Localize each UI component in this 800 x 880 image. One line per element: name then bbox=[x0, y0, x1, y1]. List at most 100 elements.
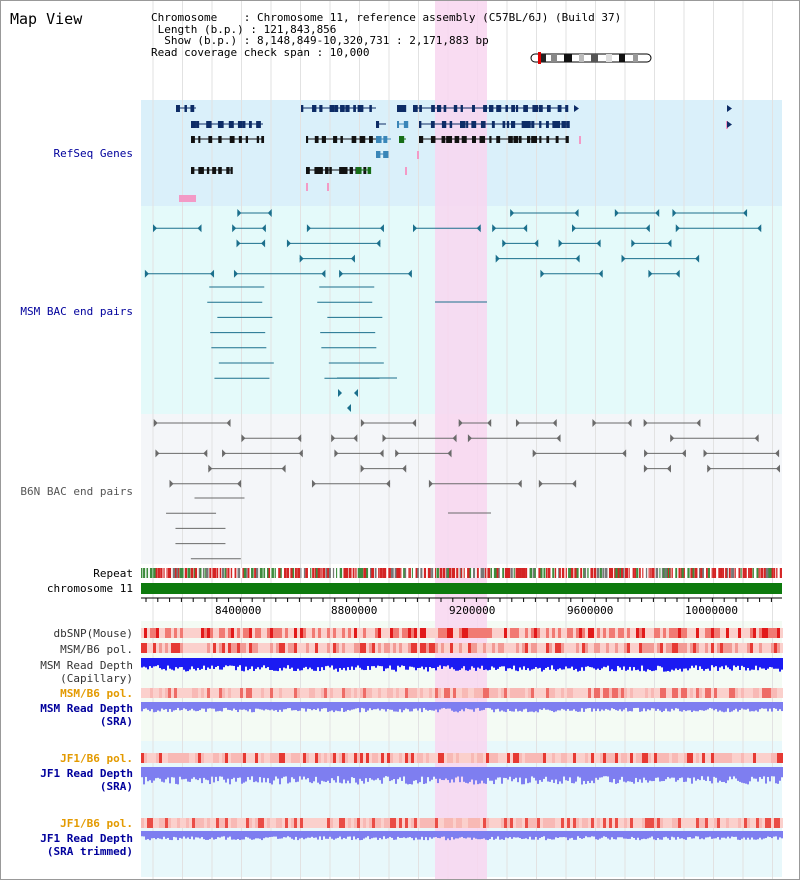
track-label-dbsnp[interactable]: dbSNP(Mouse) bbox=[53, 627, 133, 640]
track-label-chromosome[interactable]: chromosome 11 bbox=[46, 582, 133, 595]
polymorphism-cell bbox=[519, 643, 522, 653]
polymorphism-cell bbox=[654, 688, 657, 698]
track-label-jf1-b6-pol-1[interactable]: JF1/B6 pol. bbox=[60, 752, 133, 765]
polymorphism-cell bbox=[393, 688, 396, 698]
track-label-jf1-depth-trimmed[interactable]: JF1 Read Depth bbox=[40, 832, 133, 845]
polymorphism-cell bbox=[207, 688, 210, 698]
polymorphism-cell bbox=[270, 628, 273, 638]
track-label-msm-depth-sra[interactable]: MSM Read Depth bbox=[40, 702, 133, 715]
read-depth-bar bbox=[701, 831, 703, 839]
read-depth-bar bbox=[275, 831, 277, 837]
read-depth-bar bbox=[447, 658, 449, 666]
track-label-msm-bac[interactable]: MSM BAC end pairs bbox=[20, 305, 133, 318]
b6n-bac-pair-end bbox=[622, 449, 627, 458]
refseq-exon bbox=[480, 121, 486, 128]
repeat-element bbox=[219, 568, 222, 578]
b6n-bac-pair-end bbox=[644, 449, 649, 458]
refseq-exon bbox=[314, 136, 319, 143]
read-depth-bar bbox=[173, 831, 175, 837]
polymorphism-cell bbox=[762, 628, 765, 638]
repeat-element bbox=[666, 568, 669, 578]
polymorphism-cell bbox=[573, 643, 576, 653]
read-depth-bar bbox=[711, 658, 713, 666]
polymorphism-cell bbox=[144, 688, 147, 698]
refseq-marker bbox=[306, 183, 308, 191]
track-label-refseq-genes[interactable]: RefSeq Genes bbox=[53, 147, 133, 160]
polymorphism-cell bbox=[618, 688, 621, 698]
repeat-element bbox=[259, 568, 263, 578]
read-depth-bar bbox=[385, 767, 387, 777]
polymorphism-cell bbox=[141, 753, 144, 763]
read-depth-bar bbox=[341, 831, 343, 840]
polymorphism-cell bbox=[537, 818, 540, 828]
track-label-jf1-depth-sra[interactable]: JF1 Read Depth bbox=[40, 767, 133, 780]
read-depth-bar bbox=[767, 702, 769, 712]
read-depth-bar bbox=[493, 831, 495, 840]
read-depth-bar bbox=[577, 702, 579, 712]
polymorphism-cell bbox=[747, 643, 750, 653]
track-label-msm-depth-capillary[interactable]: MSM Read Depth bbox=[40, 659, 133, 672]
read-depth-bar bbox=[553, 702, 555, 713]
read-depth-bar bbox=[611, 702, 613, 709]
polymorphism-cell bbox=[168, 818, 171, 828]
track-label-msm-b6-pol-2[interactable]: MSM/B6 pol. bbox=[60, 687, 133, 700]
repeat-element bbox=[763, 568, 766, 578]
read-depth-bar bbox=[179, 831, 181, 838]
read-depth-bar bbox=[569, 767, 571, 778]
read-depth-bar bbox=[263, 767, 265, 778]
polymorphism-cell bbox=[471, 628, 474, 638]
read-depth-bar bbox=[309, 658, 311, 668]
polymorphism-cell bbox=[150, 628, 153, 638]
repeat-element bbox=[409, 568, 411, 578]
read-depth-bar bbox=[189, 702, 191, 711]
polymorphism-cell bbox=[753, 818, 756, 828]
polymorphism-cell bbox=[150, 753, 153, 763]
read-depth-bar bbox=[223, 658, 225, 668]
read-depth-bar bbox=[709, 702, 711, 708]
polymorphism-cell bbox=[693, 753, 696, 763]
repeat-element bbox=[515, 568, 519, 578]
track-label-repeat[interactable]: Repeat bbox=[93, 567, 133, 580]
repeat-element bbox=[651, 568, 655, 578]
polymorphism-cell bbox=[588, 688, 591, 698]
polymorphism-cell bbox=[510, 688, 513, 698]
repeat-element bbox=[187, 568, 191, 578]
read-depth-bar bbox=[287, 658, 289, 666]
read-depth-bar bbox=[619, 767, 621, 780]
read-depth-bar bbox=[395, 831, 397, 840]
chromosome-bar bbox=[141, 583, 782, 594]
read-depth-bar bbox=[277, 767, 279, 779]
track-label-jf1-b6-pol-2[interactable]: JF1/B6 pol. bbox=[60, 817, 133, 830]
polymorphism-cell bbox=[291, 688, 294, 698]
read-depth-bar bbox=[349, 767, 351, 784]
read-depth-bar bbox=[631, 831, 633, 837]
b6n-bac-pair-end bbox=[203, 449, 208, 458]
read-depth-bar bbox=[149, 767, 151, 781]
polymorphism-cell bbox=[561, 753, 564, 763]
polymorphism-cell bbox=[321, 628, 324, 638]
read-depth-bar bbox=[307, 831, 309, 838]
read-depth-bar bbox=[497, 658, 499, 669]
ideogram-band bbox=[579, 54, 584, 62]
read-depth-bar bbox=[435, 831, 437, 838]
polymorphism-cell bbox=[591, 753, 594, 763]
polymorphism-cell bbox=[375, 643, 378, 653]
read-depth-bar bbox=[259, 767, 261, 778]
read-depth-bar bbox=[297, 831, 299, 841]
polymorphism-cell bbox=[246, 818, 249, 828]
track-label-b6n-bac[interactable]: B6N BAC end pairs bbox=[20, 485, 133, 498]
read-depth-bar bbox=[505, 702, 507, 713]
polymorphism-cell bbox=[210, 753, 213, 763]
refseq-exon bbox=[351, 136, 357, 143]
b6n-bac-pair-end bbox=[556, 434, 561, 443]
read-depth-bar bbox=[363, 702, 365, 709]
polymorphism-cell bbox=[252, 628, 255, 638]
track-label-msm-b6-pol-1[interactable]: MSM/B6 pol. bbox=[60, 643, 133, 656]
selected-region-highlight bbox=[435, 1, 487, 879]
polymorphism-cell bbox=[633, 818, 636, 828]
repeat-element bbox=[325, 568, 328, 578]
polymorphism-cell bbox=[249, 818, 252, 828]
repeat-element bbox=[768, 568, 771, 578]
polymorphism-cell bbox=[609, 753, 612, 763]
